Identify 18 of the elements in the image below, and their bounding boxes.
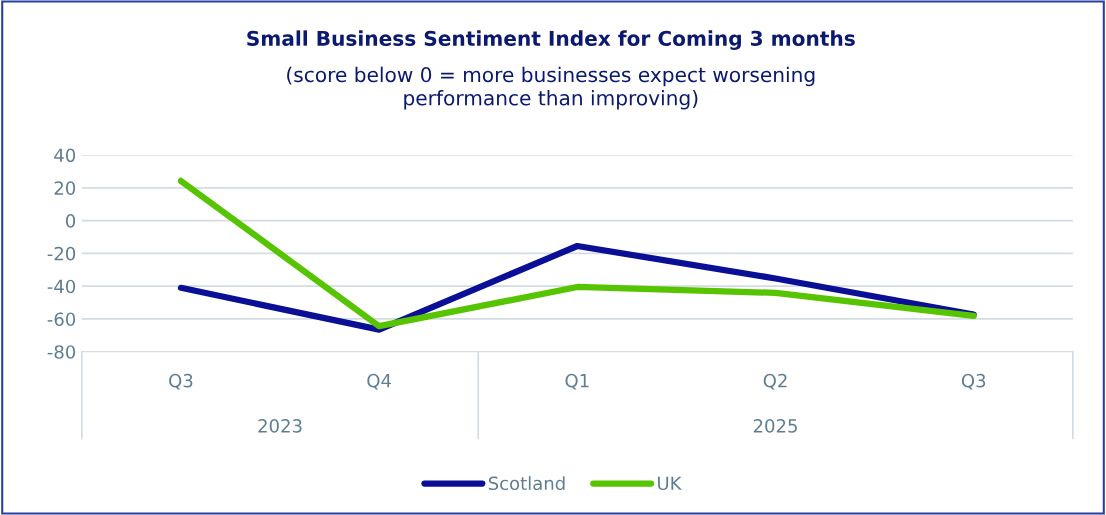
chart-subtitle: (score below 0 = more businesses expect worsening performance than improving): [287, 66, 815, 110]
y-tick-label: -40: [47, 279, 76, 294]
x-tick-label: Q1: [565, 373, 589, 390]
y-tick-label: 20: [54, 181, 76, 195]
y-tick-label: -60: [47, 312, 76, 327]
y-tick-label: 0: [65, 214, 76, 228]
y-tick-label: 40: [54, 148, 76, 163]
x-tick-label: Q3: [169, 373, 193, 390]
legend-label: UK: [658, 476, 682, 491]
text: 2023: [258, 419, 302, 433]
x-tick-label: Q4: [367, 373, 391, 390]
chart-title: Small Business Sentiment Index for Coming 3 months: [247, 30, 855, 50]
x-tick-label: Q3: [961, 373, 986, 390]
legend-label: Scotland: [488, 476, 565, 491]
text: 2025: [753, 419, 797, 433]
x-tick-label: Q2: [763, 373, 787, 390]
y-tick-label: -80: [47, 345, 76, 359]
y-tick-label: -20: [47, 246, 76, 261]
